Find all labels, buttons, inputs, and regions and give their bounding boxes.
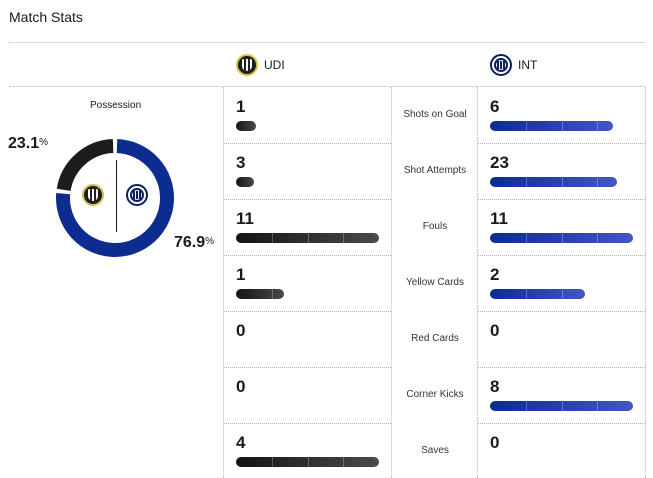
bar-segment: [272, 233, 273, 243]
home-team-header: UDI: [236, 52, 285, 78]
possession-label: Possession: [90, 100, 142, 111]
column-divider: [391, 87, 392, 478]
home-stat-value: 4: [236, 433, 246, 452]
away-stat-bar: [490, 177, 617, 187]
bar-segment: [308, 233, 309, 243]
bar-segment: [597, 121, 598, 131]
home-team-abbr: UDI: [264, 58, 285, 72]
stat-label: Fouls: [422, 221, 448, 232]
bar-segment: [562, 289, 563, 299]
bar-segment: [272, 457, 273, 467]
home-stat-value: 0: [236, 321, 246, 340]
row-divider: [478, 423, 645, 424]
away-possession-arc: [55, 139, 174, 257]
bar-segment: [343, 233, 344, 243]
home-stat-value: 0: [236, 377, 246, 396]
away-stat-value: 2: [490, 265, 500, 284]
bar-segment: [272, 289, 273, 299]
away-stat-value: 11: [490, 209, 508, 228]
bar-segment: [562, 121, 563, 131]
away-stat-value: 0: [490, 321, 500, 340]
bar-segment: [526, 121, 527, 131]
away-team-header: INT: [490, 52, 537, 78]
bar-segment: [526, 401, 527, 411]
stat-label: Corner Kicks: [406, 389, 464, 400]
row-divider: [478, 311, 645, 312]
column-divider: [645, 87, 646, 478]
column-divider: [477, 87, 478, 478]
match-stats-title: Match Stats: [9, 9, 83, 25]
home-stat-value: 11: [236, 209, 254, 228]
row-divider: [223, 367, 391, 368]
home-possession-arc: [56, 139, 174, 257]
bar-segment: [526, 177, 527, 187]
away-stat-bar: [490, 401, 633, 411]
stat-label: Saves: [421, 445, 449, 456]
possession-donut-chart: [55, 139, 174, 257]
bar-segment: [562, 233, 563, 243]
row-divider: [478, 143, 645, 144]
row-divider: [478, 367, 645, 368]
home-stat-value: 3: [236, 153, 246, 172]
away-stat-value: 23: [490, 153, 509, 172]
stat-label: Red Cards: [411, 333, 459, 344]
home-stat-value: 1: [236, 97, 246, 116]
home-stat-bar: [236, 289, 284, 299]
home-stat-bar: [236, 457, 379, 467]
home-stat-bar: [236, 177, 254, 187]
bar-segment: [562, 177, 563, 187]
away-team-abbr: INT: [518, 58, 538, 72]
inter-crest-icon: [126, 184, 148, 206]
bar-segment: [562, 401, 563, 411]
row-divider: [223, 255, 391, 256]
away-possession-percent: 76.9%: [174, 234, 215, 251]
possession-divider: [116, 160, 117, 232]
bar-segment: [526, 233, 527, 243]
row-divider: [223, 143, 391, 144]
inter-crest-icon: [490, 54, 512, 76]
bar-segment: [308, 457, 309, 467]
stat-label: Shot Attempts: [403, 165, 467, 176]
header-divider: [9, 86, 645, 87]
row-divider: [478, 199, 645, 200]
row-divider: [223, 423, 391, 424]
away-stat-value: 6: [490, 97, 500, 116]
away-stat-bar: [490, 233, 633, 243]
top-divider: [9, 42, 645, 43]
column-divider: [223, 87, 224, 478]
stat-label: Yellow Cards: [406, 277, 464, 288]
row-divider: [223, 199, 391, 200]
home-stat-bar: [236, 121, 256, 131]
away-stat-value: 0: [490, 433, 500, 452]
bar-segment: [597, 233, 598, 243]
away-stat-value: 8: [490, 377, 500, 396]
bar-segment: [343, 457, 344, 467]
stat-label: Shots on Goal: [403, 109, 467, 120]
bar-segment: [597, 177, 598, 187]
row-divider: [478, 255, 645, 256]
home-possession-percent: 23.1%: [8, 135, 49, 152]
udinese-crest-icon: [82, 184, 104, 206]
away-stat-bar: [490, 121, 613, 131]
row-divider: [223, 311, 391, 312]
home-stat-bar: [236, 233, 379, 243]
bar-segment: [597, 401, 598, 411]
away-stat-bar: [490, 289, 585, 299]
bar-segment: [526, 289, 527, 299]
udinese-crest-icon: [236, 54, 258, 76]
home-stat-value: 1: [236, 265, 246, 284]
